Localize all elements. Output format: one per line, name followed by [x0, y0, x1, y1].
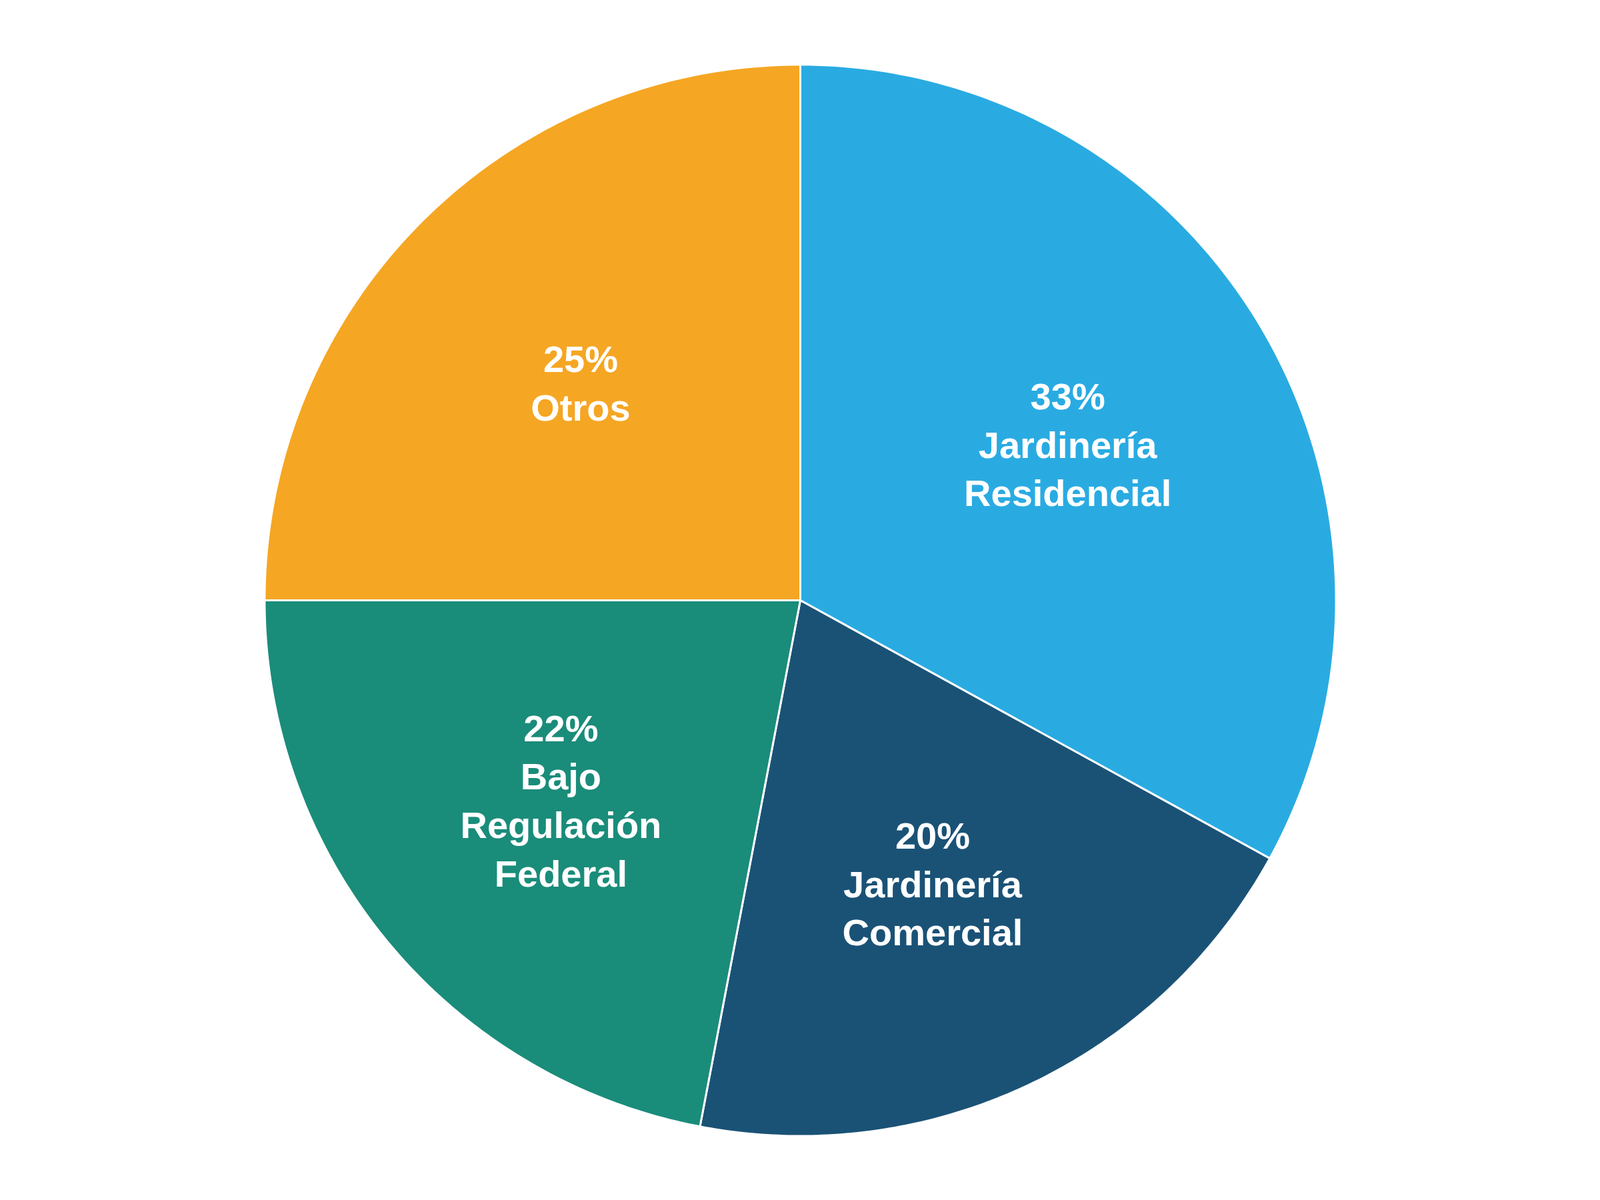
svg-text:22%BajoRegulaciónFederal: 22%BajoRegulaciónFederal — [460, 707, 662, 895]
svg-text:33%JardineríaResidencial: 33%JardineríaResidencial — [964, 375, 1172, 515]
svg-text:25%Otros: 25%Otros — [530, 338, 630, 429]
svg-text:20%JardineríaComercial: 20%JardineríaComercial — [842, 814, 1024, 954]
